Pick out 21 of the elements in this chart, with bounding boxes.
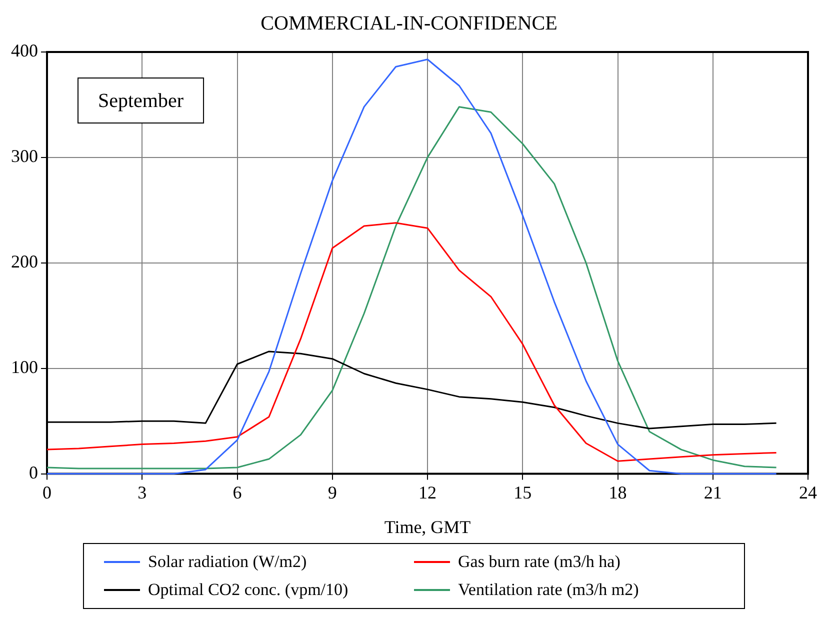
chart-title: COMMERCIAL-IN-CONFIDENCE [260,12,558,34]
annotation: September [98,90,184,112]
legend-label: Gas burn rate (m3/h ha) [458,552,620,572]
x-tick-label: 12 [418,482,436,502]
legend-label: Optimal CO2 conc. (vpm/10) [148,580,348,600]
legend-label: Solar radiation (W/m2) [148,552,307,572]
x-tick-label: 24 [799,482,817,502]
x-tick-label: 0 [42,482,52,502]
x-tick-label: 6 [232,482,242,502]
x-tick-label: 3 [138,482,147,502]
x-tick-label: 9 [328,482,337,502]
y-tick-label: 100 [11,357,38,378]
y-tick-label: 400 [11,40,38,61]
x-axis-title: Time, GMT [384,516,471,537]
y-tick-label: 300 [11,146,38,166]
x-tick-label: 18 [608,482,627,502]
x-tick-label: 21 [704,482,722,502]
x-tick-label: 15 [514,482,532,502]
y-tick-label: 0 [29,462,38,483]
legend-label: Ventilation rate (m3/h m2) [458,580,639,600]
y-tick-label: 200 [11,252,38,272]
